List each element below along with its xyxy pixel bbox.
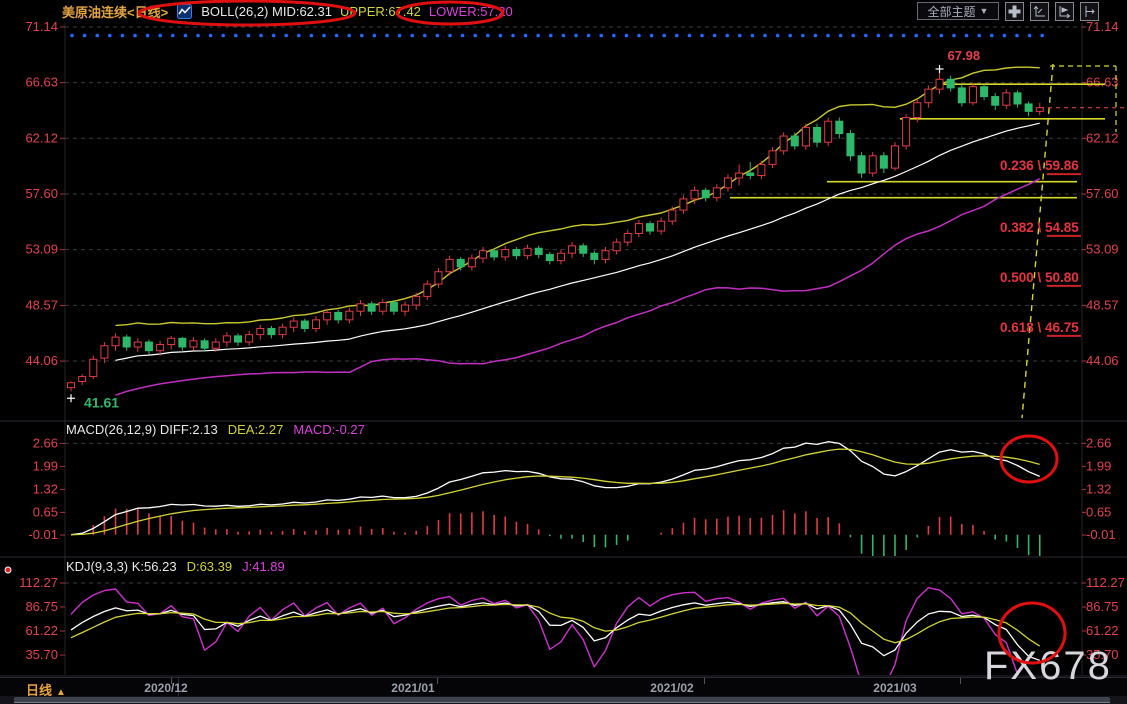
symbol-title: 美原油连续<日线> [62,4,169,20]
move-icon[interactable] [1005,1,1024,21]
period-up-icon: ▲ [56,687,66,698]
x-axis-zoom-icon[interactable] [1055,1,1074,21]
kdj-k-readout: KDJ(9,3,3) K:56.23 [66,559,177,574]
boll-mid-readout: BOLL(26,2) MID:62.31 [201,3,332,19]
svg-text:0.500 \ 50.80: 0.500 \ 50.80 [1000,270,1079,285]
svg-text:44.06: 44.06 [1086,353,1119,368]
macd-dea-readout: DEA:2.27 [227,422,284,437]
bollinger-bands [115,66,1041,396]
svg-text:71.14: 71.14 [1086,19,1119,34]
macd-bar-readout: MACD:-0.27 [293,422,365,437]
horizontal-scrollbar[interactable] [0,696,1127,704]
boll-upper-readout: UPPER:67.42 [339,3,421,19]
svg-text:57.60: 57.60 [1086,186,1119,201]
candlestick-chart-icon [176,3,193,20]
svg-text:35.70: 35.70 [1086,647,1119,662]
svg-text:1.99: 1.99 [1086,458,1111,473]
svg-text:0.65: 0.65 [1086,504,1111,519]
svg-text:0.65: 0.65 [33,504,58,519]
svg-text:61.22: 61.22 [1086,623,1119,638]
header-toolbar: 全部主题 ▼ [917,1,1127,21]
svg-text:67.98: 67.98 [948,48,981,63]
macd-plot [70,441,1041,556]
svg-text:53.09: 53.09 [25,242,58,257]
watermark: FX678 [984,644,1112,688]
svg-text:2.66: 2.66 [33,435,58,450]
macd-diff-readout: MACD(26,12,9) DIFF:2.13 [66,422,218,437]
x-axis-label: 2021/01 [391,681,435,695]
svg-text:35.70: 35.70 [25,647,58,662]
x-axis-tick [960,678,961,684]
axis-labels: 71.14 71.14 66.63 66.63 62.12 62.12 57.60 57.60… [25,19,1118,368]
svg-text:62.12: 62.12 [25,130,58,145]
kdj-plot [70,587,1041,675]
svg-text:-0.01: -0.01 [1086,527,1116,542]
drawing-anchor-marker [4,566,12,574]
svg-text:44.06: 44.06 [25,353,58,368]
blue-dotted-line [70,33,1044,38]
chevron-down-icon: ▼ [979,6,989,16]
indicator-readout: 美原油连续<日线> BOLL(26,2) MID:62.31 UPPER:67.… [0,2,513,21]
themes-dropdown[interactable]: 全部主题 ▼ [917,2,999,20]
svg-text:86.75: 86.75 [1086,599,1119,614]
scrollbar-thumb[interactable] [14,697,1110,703]
svg-text:61.22: 61.22 [25,623,58,638]
svg-text:112.27: 112.27 [19,575,58,590]
svg-text:112.27: 112.27 [1086,575,1125,590]
svg-text:0.236 \ 59.86: 0.236 \ 59.86 [1000,158,1079,173]
macd-pane-header: MACD(26,12,9) DIFF:2.13 DEA:2.27 MACD:-0.2… [66,422,375,437]
svg-text:2.66: 2.66 [1086,435,1111,450]
x-axis-tick [704,678,705,684]
svg-text:1.32: 1.32 [1086,481,1111,496]
svg-text:48.57: 48.57 [1086,297,1119,312]
period-selector[interactable]: 日线 ▲ [26,680,66,699]
candles-layer [67,65,1044,392]
period-label: 日线 [26,683,53,698]
svg-text:1.32: 1.32 [33,481,58,496]
svg-text:71.14: 71.14 [25,19,58,34]
x-axis-tick [171,678,172,684]
chart-header: 美原油连续<日线> BOLL(26,2) MID:62.31 UPPER:67.… [0,0,1127,22]
svg-text:66.63: 66.63 [25,75,58,90]
boll-lower-readout: LOWER:57.20 [428,3,513,19]
themes-dropdown-label: 全部主题 [927,4,976,19]
kdj-pane-header: KDJ(9,3,3) K:56.23 D:63.39 J:41.89 [66,559,295,574]
svg-text:0.618 \ 46.75: 0.618 \ 46.75 [1000,320,1079,335]
shift-right-icon[interactable] [1080,1,1099,21]
svg-text:53.09: 53.09 [1086,242,1119,257]
svg-text:48.57: 48.57 [25,297,58,312]
svg-text:66.63: 66.63 [1086,75,1119,90]
x-axis-label: 2021/02 [650,681,694,695]
y-axis-zoom-icon[interactable] [1030,1,1049,21]
x-axis-label: 2020/12 [144,681,188,695]
xbar-separator [178,678,179,696]
gridlines [0,23,1127,677]
macd-grid: 2.66 2.66 1.99 1.99 1.32 1.32 0.65 0.65 -0.01 -0.… [28,435,1115,542]
svg-text:1.99: 1.99 [33,458,58,473]
svg-text:62.12: 62.12 [1086,130,1119,145]
dashed-trendline [1021,63,1127,419]
svg-text:86.75: 86.75 [25,599,58,614]
fibonacci-labels: 0.236 \ 59.86 0.382 \ 54.85 0.500 \ 50.80 0… [1000,158,1081,337]
svg-text:41.61: 41.61 [84,394,119,410]
x-axis-label: 2021/03 [873,681,917,695]
kdj-grid: 112.27 112.27 86.75 86.75 61.22 61.22 35.70 35.… [19,575,1125,662]
kdj-j-readout: J:41.89 [242,559,285,574]
price-extreme-labels: 67.98 41.61 [67,48,980,410]
svg-text:0.382 \ 54.85: 0.382 \ 54.85 [1000,220,1079,235]
x-axis-tick [437,678,438,684]
kdj-d-readout: D:63.39 [186,559,233,574]
x-axis-bar: 日线 ▲ 2020/12 2021/01 2021/02 2021/03 [0,677,1127,699]
svg-text:-0.01: -0.01 [28,527,58,542]
svg-text:57.60: 57.60 [25,186,58,201]
